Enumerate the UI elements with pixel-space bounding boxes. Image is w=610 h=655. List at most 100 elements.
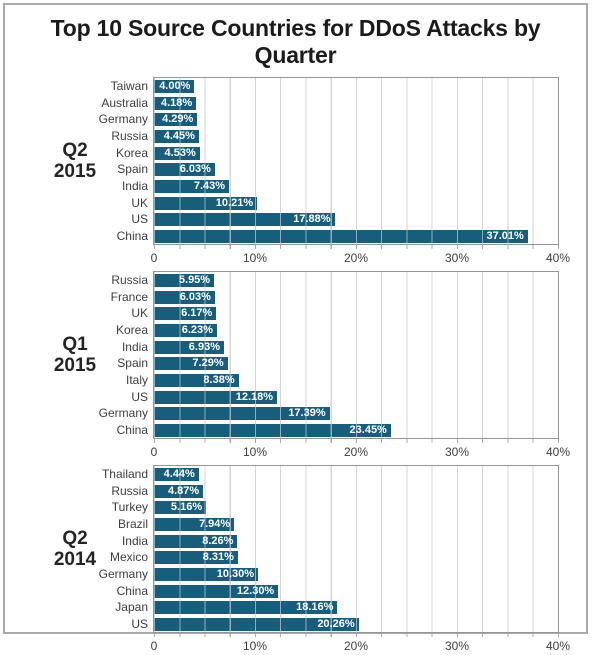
bar-value-label: 10.21% <box>215 196 254 209</box>
bar: 8.26% <box>154 534 238 548</box>
country-label: UK <box>131 195 148 210</box>
country-label: Russia <box>111 273 148 287</box>
axis-tick-label: 0 <box>150 251 158 265</box>
bar-value-label: 12.30% <box>236 584 275 597</box>
country-label: Spain <box>117 162 148 177</box>
bar: 5.16% <box>154 501 207 515</box>
bar-value-label: 8.38% <box>203 373 235 386</box>
country-label: Korea <box>115 145 148 160</box>
bar-value-label: 20.26% <box>317 617 355 630</box>
axis-tick-label: 30% <box>444 445 470 459</box>
charts-container: Q2 2015 Taiwan Australia Germany Russia Korea S… <box>5 77 586 655</box>
bar: 6.17% <box>154 307 217 321</box>
country-labels: Thailand Russia Turkey Brazil India Mexico Ger… <box>5 465 153 633</box>
country-label: India <box>121 339 148 354</box>
bar: 6.03% <box>154 163 215 177</box>
x-axis: 0 10% 20% 30% 40% <box>150 633 570 655</box>
x-axis: 0 10% 20% 30% 40% <box>150 439 570 461</box>
bar-value-label: 4.29% <box>162 113 194 126</box>
quarter-label-line: Q1 <box>62 334 88 355</box>
axis-tick-label: 30% <box>444 251 470 265</box>
chart-title: Top 10 Source Countries for DDoS Attacks… <box>50 15 541 68</box>
bar: 4.45% <box>154 129 199 143</box>
country-label: Germany <box>98 112 148 127</box>
bar: 23.45% <box>154 423 391 437</box>
country-label: Japan <box>115 600 148 615</box>
country-label: China <box>116 422 148 437</box>
country-label: Russia <box>111 483 148 498</box>
bar-value-label: 5.95% <box>178 274 211 286</box>
country-label: Thailand <box>101 467 148 481</box>
country-label: US <box>131 389 148 404</box>
country-label: France <box>110 289 148 304</box>
country-label: Italy <box>125 372 148 387</box>
quarter-block: Q1 2015 Russia France UK Korea India Spain Italy… <box>5 271 586 461</box>
country-label: China <box>116 228 148 243</box>
axis-tick-label: 20% <box>343 445 369 459</box>
bar: 37.01% <box>154 229 528 243</box>
bar-value-label: 5.16% <box>170 501 203 514</box>
country-label: UK <box>131 306 148 321</box>
bar-value-label: 7.94% <box>198 517 231 530</box>
bar-value-label: 8.26% <box>202 534 234 547</box>
quarter-label: Q2 2014 <box>35 528 115 570</box>
quarter-label-line: Q2 <box>62 528 88 549</box>
bar-value-label: 4.87% <box>167 484 200 497</box>
bar-value-label: 6.03% <box>179 163 211 176</box>
bar-value-label: 10.30% <box>216 567 255 580</box>
quarter-chart: Q2 2015 Taiwan Australia Germany Russia Korea S… <box>5 77 586 245</box>
bar: 18.16% <box>154 601 338 615</box>
country-label: China <box>116 583 148 598</box>
axis-tick-label: 20% <box>343 251 369 265</box>
plot-area: 5.95% 6.03% 6.17% 6.23% 6.93% 7.29% 8.38% 12.18… <box>153 271 559 439</box>
bar-value-label: 4.44% <box>163 468 195 480</box>
bar-value-label: 17.88% <box>293 213 331 226</box>
country-label: Korea <box>115 322 148 337</box>
axis-tick-label: 40% <box>545 445 571 459</box>
bar-value-label: 7.29% <box>192 357 224 370</box>
bar: 8.38% <box>154 373 239 387</box>
quarter-label-line: Q2 <box>62 140 88 161</box>
bar: 8.31% <box>154 551 238 565</box>
country-label: India <box>121 533 148 548</box>
axis-ticks <box>154 439 559 443</box>
bar-value-label: 4.18% <box>161 96 193 109</box>
axis-tick-label: 10% <box>242 445 268 459</box>
quarter-label-line: 2014 <box>53 549 97 570</box>
axis-tick-label: 30% <box>444 639 470 653</box>
country-label: Russia <box>111 128 148 143</box>
bar-value-label: 18.16% <box>296 601 334 614</box>
bar: 6.23% <box>154 323 217 337</box>
axis-tick-label: 10% <box>242 251 268 265</box>
country-label: India <box>121 178 148 193</box>
country-labels: Russia France UK Korea India Spain Italy US Germ… <box>5 271 153 439</box>
x-axis: 0 10% 20% 30% 40% <box>150 245 570 267</box>
country-label: Germany <box>98 566 148 581</box>
bar-value-label: 8.31% <box>202 551 234 564</box>
bar: 10.30% <box>154 567 259 581</box>
bar-value-label: 6.17% <box>181 307 213 320</box>
bar: 4.00% <box>154 80 195 93</box>
country-label: US <box>131 212 148 227</box>
axis-tick-label: 0 <box>150 639 158 653</box>
quarter-label: Q2 2015 <box>35 140 115 182</box>
bar: 12.18% <box>154 390 278 404</box>
quarter-chart: Q2 2014 Thailand Russia Turkey Brazil India Mex… <box>5 465 586 633</box>
country-label: Taiwan <box>110 79 148 93</box>
bar: 6.03% <box>154 290 215 304</box>
bar-value-label: 6.03% <box>179 290 211 303</box>
plot-area: 4.00% 4.18% 4.29% 4.45% 4.53% 6.03% 7.43% 10.21… <box>153 77 559 245</box>
bar-value-label: 6.93% <box>188 340 220 353</box>
axis-tick-label: 40% <box>545 251 571 265</box>
quarter-label-line: 2015 <box>53 355 97 376</box>
quarter-label-line: 2015 <box>53 161 97 182</box>
bar: 17.39% <box>154 407 330 421</box>
bar: 4.29% <box>154 113 198 127</box>
axis-tick-label: 0 <box>150 445 158 459</box>
bar: 20.26% <box>154 617 359 631</box>
axis-ticks <box>154 633 559 637</box>
bar: 17.88% <box>154 213 335 227</box>
bar: 7.43% <box>154 179 230 193</box>
bar-value-label: 17.39% <box>288 407 326 420</box>
chart-panel: Top 10 Source Countries for DDoS Attacks… <box>3 3 588 653</box>
